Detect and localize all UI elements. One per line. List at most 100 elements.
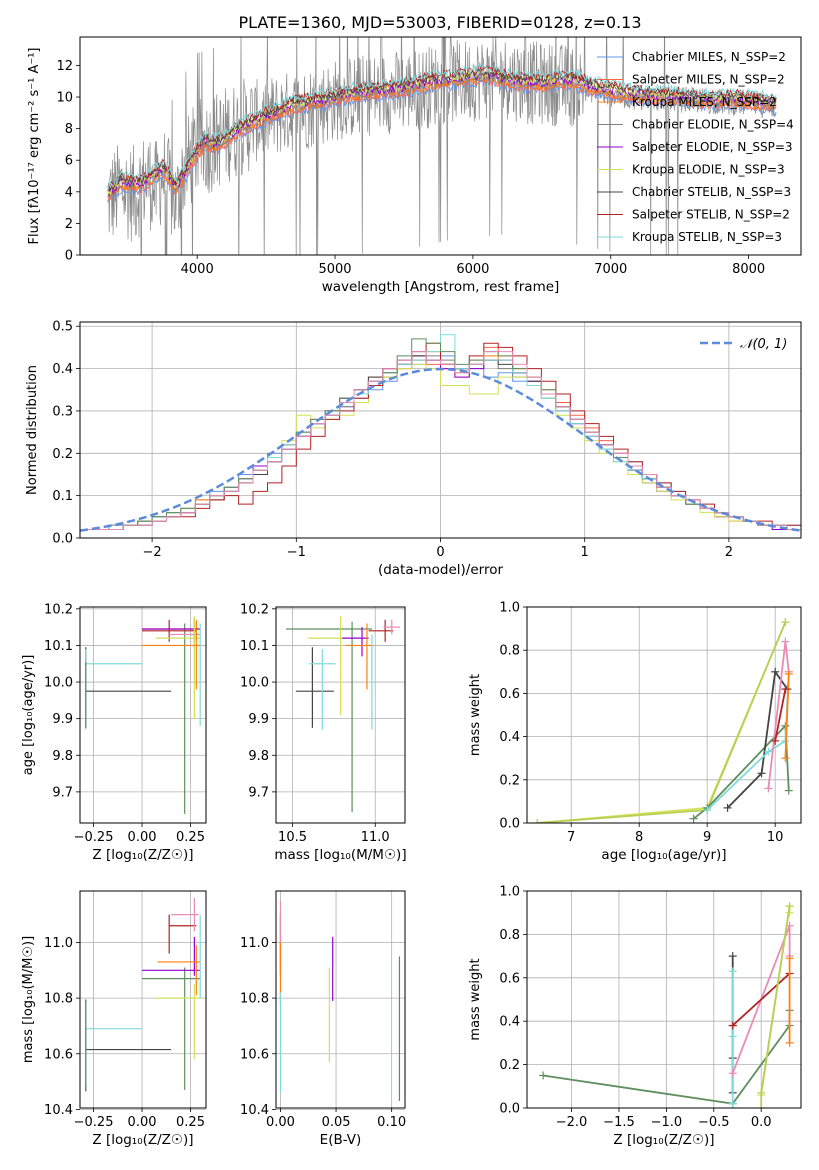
errorbar-point: [155, 984, 201, 1060]
y-tick-label: 2: [65, 217, 73, 232]
x-tick-label: −2: [143, 545, 162, 560]
errorbar-point: [342, 627, 369, 657]
mass-weight-vs-Z-plot: [539, 902, 794, 1108]
y-tick-label: 0.2: [52, 447, 73, 462]
weight-line: [537, 621, 787, 823]
x-tick-label: 0.25: [176, 1115, 205, 1130]
y-tick-label: 0.6: [499, 687, 520, 702]
mass-weight-vs-age-frame: [526, 606, 802, 824]
errorbar-point: [368, 619, 394, 642]
mass-vs-Z-frame: [79, 890, 207, 1109]
observed-spectrum: [107, 37, 777, 255]
errorbar-point: [142, 936, 201, 976]
histogram-step: [80, 351, 801, 538]
y-tick-label: 0.1: [52, 489, 73, 504]
errorbar-point: [85, 647, 172, 728]
errorbar-point: [142, 967, 201, 1090]
model-spectrum-line: [107, 63, 777, 191]
y-tick-label: 0.0: [499, 817, 520, 832]
x-tick-label: 7000: [594, 262, 627, 277]
mass-vs-Z-plot: [85, 897, 201, 1092]
errorbar-point: [142, 619, 201, 690]
x-axis-label: (data-model)/error: [378, 562, 504, 578]
age-vs-Z-frame: [79, 606, 207, 824]
y-tick-label: 6: [65, 154, 73, 169]
x-tick-label: 0.25: [176, 830, 205, 845]
x-tick-label: 8000: [732, 262, 765, 277]
y-tick-label: 10.2: [240, 602, 269, 617]
x-axis-label: Z [log₁₀(Z/Z☉)]: [92, 1132, 193, 1148]
spectrum-plot: [107, 37, 777, 255]
x-tick-label: 2: [725, 545, 733, 560]
y-tick-label: 0.2: [499, 1058, 520, 1073]
y-tick-label: 10.1: [240, 639, 269, 654]
spectrum-legend: Chabrier MILES, N_SSP=2 Salpeter MILES, N…: [597, 50, 794, 244]
weight-line: [732, 972, 791, 1027]
mass-weight-vs-age-plot: [533, 618, 793, 823]
age-vs-Z-plot: [85, 616, 201, 814]
histogram-plot: [80, 334, 801, 538]
y-tick-label: 9.9: [248, 712, 269, 727]
y-tick-label: 0.6: [499, 971, 520, 986]
y-tick-label: 10.6: [44, 1047, 73, 1062]
legend-entry: Salpeter MILES, N_SSP=2: [632, 73, 785, 87]
x-tick-label: 7: [567, 830, 575, 845]
y-tick-label: 10.4: [44, 1103, 73, 1118]
y-tick-label: 4: [65, 185, 73, 200]
x-axis-label: age [log₁₀(age/yr)]: [601, 847, 726, 863]
mass-vs-EBV-frame: [275, 890, 406, 1109]
errorbar-point: [285, 621, 372, 813]
y-tick-label: 0.2: [499, 773, 520, 788]
x-tick-label: 5000: [318, 262, 351, 277]
x-axis-label: wavelength [Angstrom, rest frame]: [322, 279, 560, 295]
panels: 4000 5000 6000 7000 8000024681012wavelength …: [21, 36, 802, 1148]
y-tick-label: 10.6: [240, 1047, 269, 1062]
x-tick-label: 1: [581, 545, 589, 560]
legend-entry: Kroupa ELODIE, N_SSP=3: [632, 163, 785, 177]
x-tick-label: −1: [287, 545, 306, 560]
y-tick-label: 10.2: [44, 602, 73, 617]
age-vs-mass-axes: 10.5 11.0 9.7 9.8 9.9 10.0 10.1 10.2 mass [log₁₀…: [240, 602, 407, 863]
x-tick-label: −1.5: [603, 1115, 635, 1130]
x-tick-label: 0.00: [128, 830, 157, 845]
x-tick-label: 8: [635, 830, 643, 845]
errorbar-point: [307, 616, 348, 715]
y-axis-label: mass weight: [468, 958, 483, 1040]
weight-line: [774, 688, 787, 742]
mass-vs-EBV-plot: [279, 900, 401, 1102]
y-tick-label: 0.5: [52, 320, 73, 335]
y-axis-label: age [log₁₀(age/yr)]: [21, 655, 36, 776]
y-tick-label: 10.8: [240, 992, 269, 1007]
y-axis-label: Normed distribution: [25, 365, 40, 495]
errorbar-point: [85, 1000, 143, 1085]
y-tick-label: 9.7: [52, 785, 73, 800]
y-axis-label: mass [log₁₀(M/M☉)]: [21, 936, 36, 1063]
errorbar-point: [155, 616, 201, 719]
y-axis-label: Flux [fλ10⁻¹⁷ erg cm⁻² s⁻¹ A⁻¹]: [27, 48, 42, 245]
x-tick-label: 4000: [181, 262, 214, 277]
y-tick-label: 12: [56, 59, 73, 74]
errorbar-point: [157, 945, 201, 996]
model-spectrum-line: [107, 69, 777, 197]
y-tick-label: 8: [65, 122, 73, 137]
legend-entry: Chabrier MILES, N_SSP=2: [632, 50, 786, 64]
y-tick-label: 0.0: [52, 532, 73, 547]
model-spectrum-line: [107, 72, 777, 197]
legend-entry: Kroupa STELIB, N_SSP=3: [632, 230, 782, 244]
y-tick-label: 0.4: [499, 730, 520, 745]
legend-entry: Salpeter ELODIE, N_SSP=3: [632, 140, 793, 154]
y-tick-label: 10.0: [44, 676, 73, 691]
x-tick-label: 6000: [456, 262, 489, 277]
weight-line: [784, 673, 790, 759]
spectrum-axes: 4000 5000 6000 7000 8000 0 2 4 6 8 10 12 wavelength …: [27, 48, 765, 296]
errorbar-point: [345, 623, 374, 690]
errorbar-point: [383, 619, 401, 635]
y-tick-label: 10.4: [240, 1103, 269, 1118]
y-tick-label: 9.8: [248, 749, 269, 764]
y-tick-label: 9.9: [52, 712, 73, 727]
x-tick-label: −1.0: [651, 1115, 683, 1130]
errorbar-point: [85, 649, 143, 730]
age-vs-Z-axes: −0.25 0.00 0.25 9.7 9.8 9.9 10.0 10.1 10.2 Z [log…: [21, 602, 206, 863]
x-tick-label: −0.5: [698, 1115, 730, 1130]
spectrum-frame: [79, 36, 802, 256]
